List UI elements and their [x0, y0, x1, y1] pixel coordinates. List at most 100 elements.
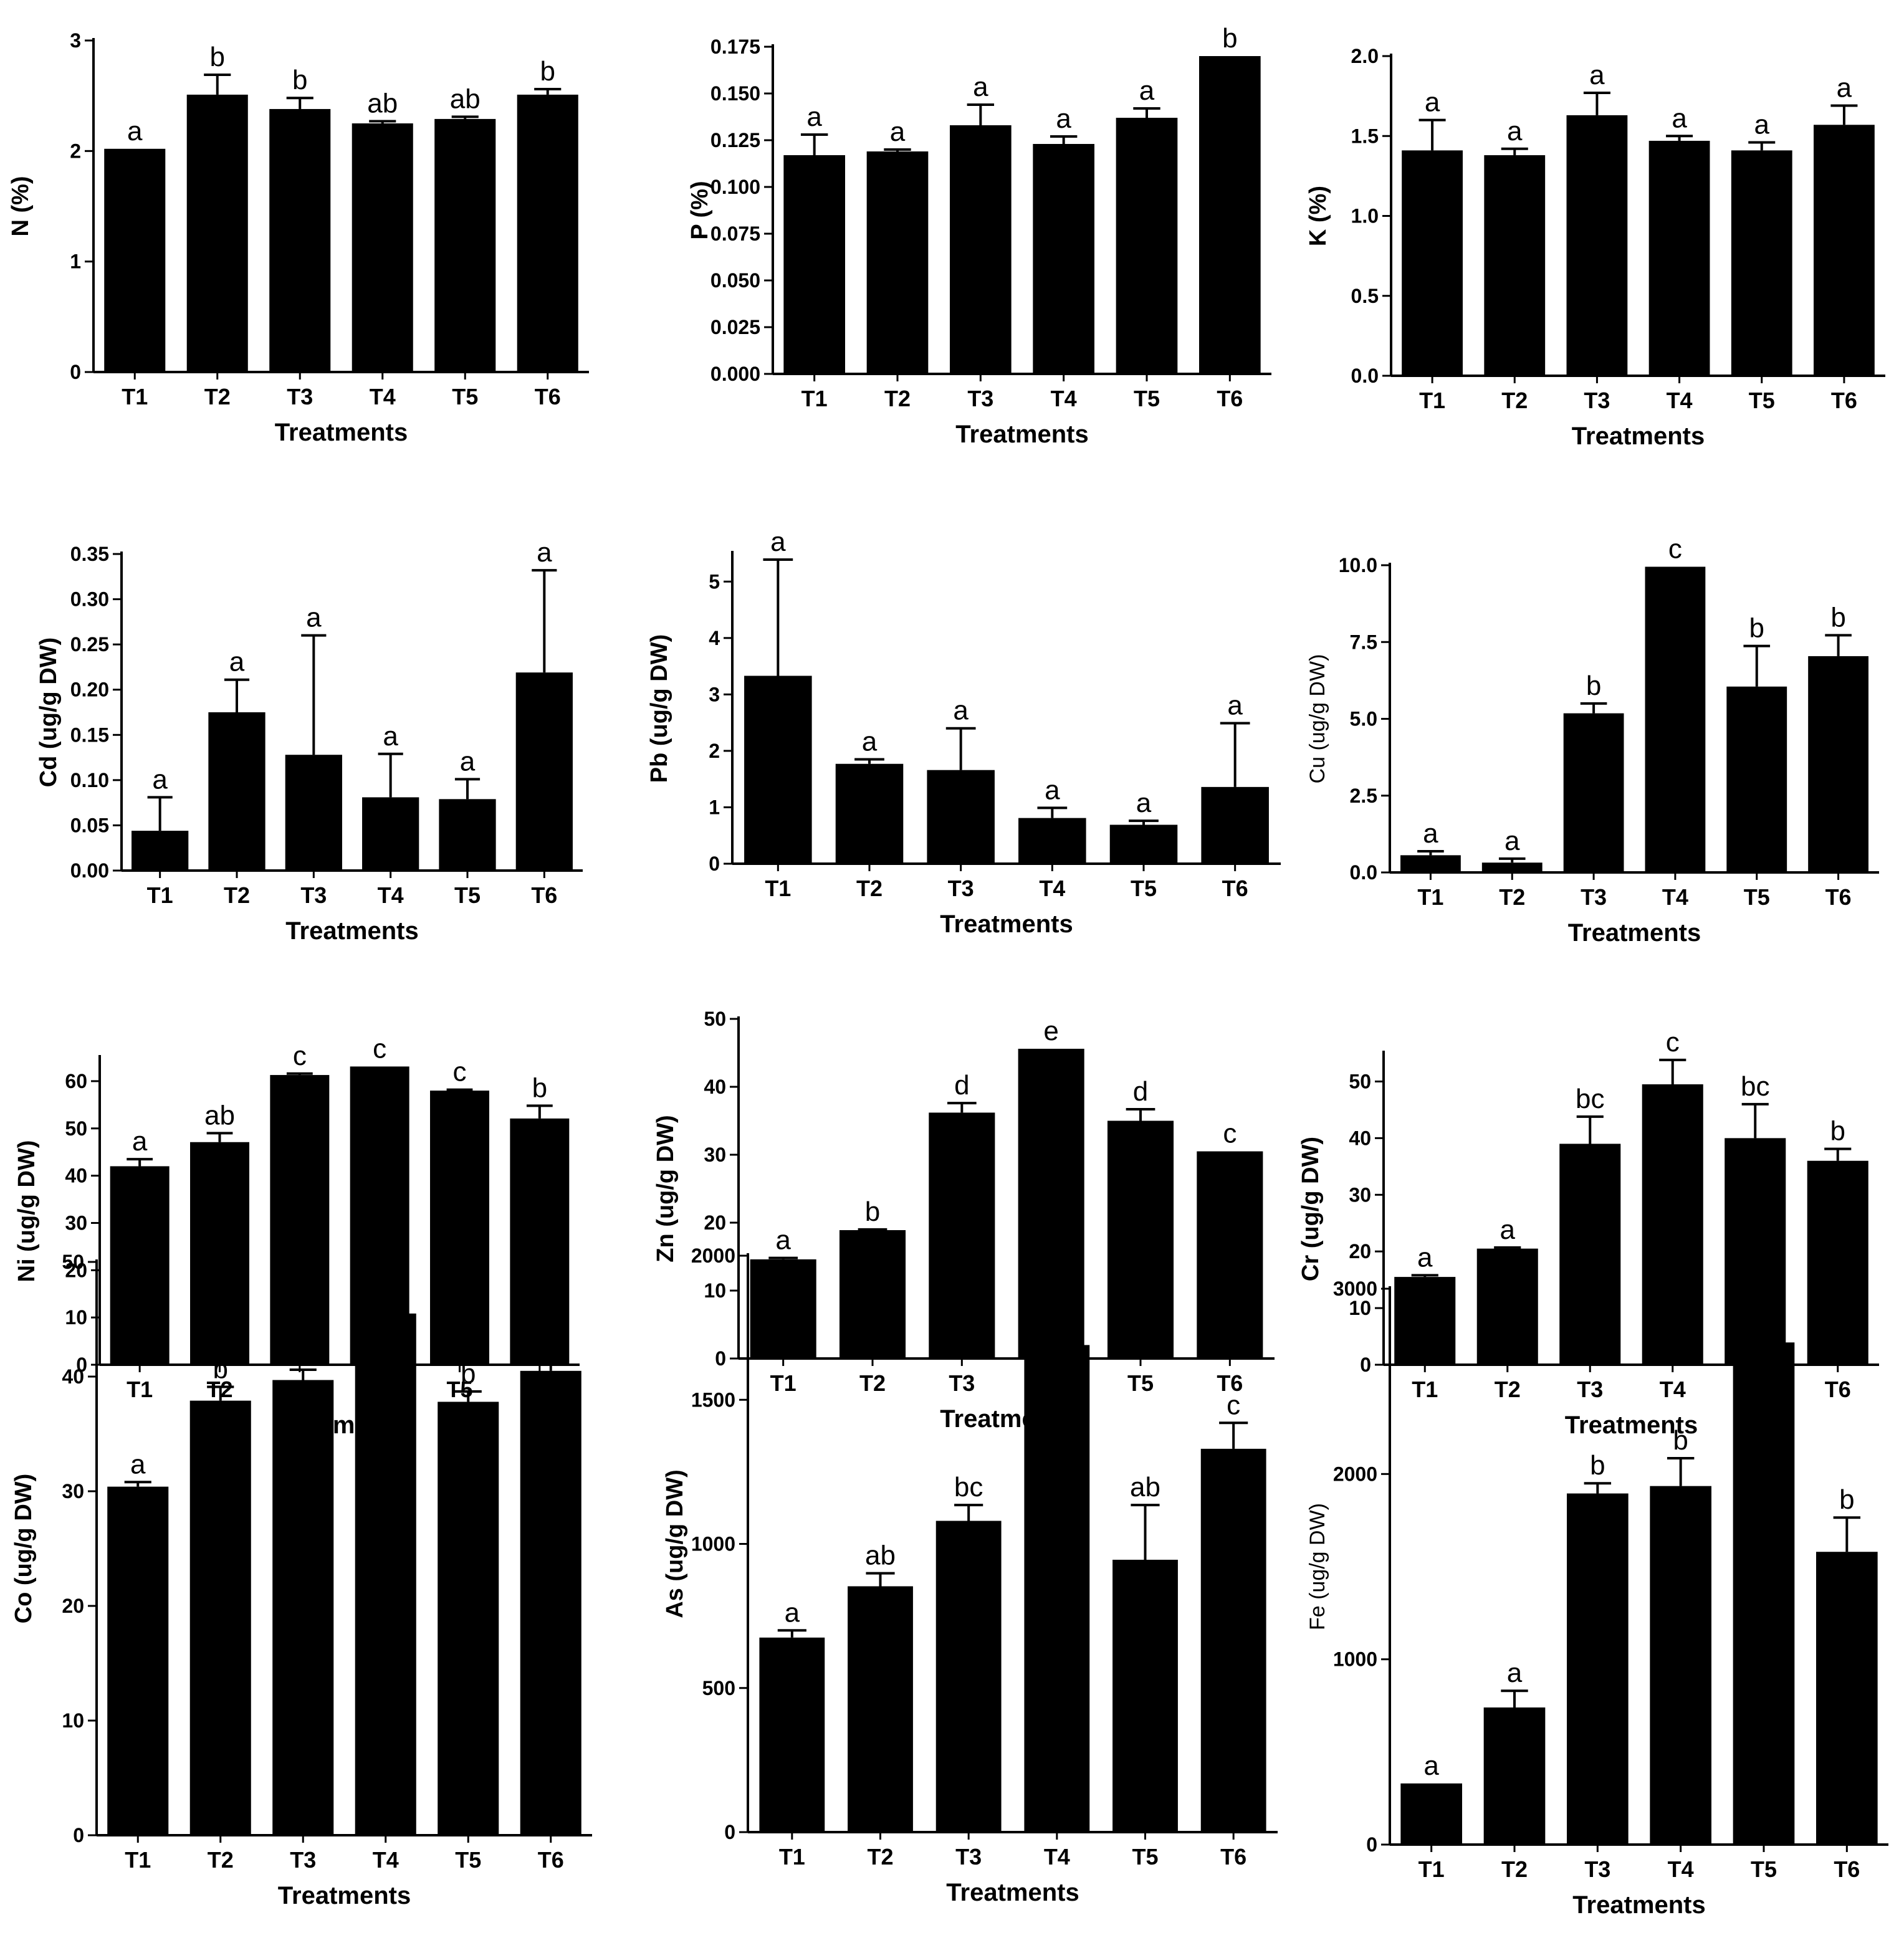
cd-bar-t4	[362, 797, 419, 871]
ni-significance-letter: ab	[204, 1100, 235, 1130]
k-y-tick-label: 0.0	[1351, 365, 1379, 387]
ni-bar-t5	[430, 1091, 489, 1365]
as-significance-letter: c	[1227, 1390, 1240, 1420]
as-significance-letter: ab	[1130, 1472, 1160, 1502]
fe-significance-letter: c	[1757, 1266, 1771, 1296]
n-category-label: T3	[287, 384, 313, 409]
cd-y-tick-label: 0.35	[70, 543, 109, 565]
zn-bar-t5	[1107, 1120, 1174, 1359]
as-category-label: T5	[1132, 1844, 1158, 1870]
k-significance-letter: a	[1507, 116, 1523, 146]
cd-bar-t3	[285, 755, 342, 871]
cu-bar-t2	[1481, 862, 1543, 872]
n-y-tick-label: 3	[70, 29, 81, 52]
cr-y-axis-title: Cr (ug/g DW)	[1298, 1137, 1324, 1281]
cd-significance-letter: a	[537, 537, 552, 568]
co-y-tick-label: 10	[62, 1709, 84, 1732]
ni-y-tick-label: 10	[65, 1306, 87, 1329]
p-category-label: T2	[884, 386, 911, 411]
ni-y-tick-label: 40	[65, 1165, 87, 1187]
zn-y-tick-label: 0	[715, 1347, 726, 1370]
cr-significance-letter: bc	[1741, 1071, 1769, 1102]
cu-significance-letter: b	[1749, 613, 1764, 644]
co-bar-t2	[189, 1400, 251, 1835]
pb-category-label: T5	[1131, 876, 1157, 901]
pb-significance-letter: a	[862, 726, 878, 757]
p-bar-t4	[1033, 144, 1094, 374]
panel-fe: 0 1000 2000 3000 a T1 a T2 b T3 b T4 c T5 b T6 Treatment…	[1306, 1266, 1888, 1919]
panel-p: 0.000 0.025 0.050 0.075 0.100 0.125 0.150 0.175…	[687, 23, 1271, 448]
as-x-axis-title: Treatments	[946, 1879, 1079, 1906]
as-category-label: T4	[1044, 1844, 1070, 1870]
ni-category-label: T1	[127, 1377, 153, 1402]
cu-significance-letter: c	[1668, 533, 1682, 564]
zn-category-label: T1	[770, 1370, 797, 1396]
cr-y-tick-label: 0	[1360, 1354, 1371, 1376]
fe-y-tick-label: 3000	[1333, 1277, 1377, 1300]
k-significance-letter: a	[1837, 73, 1852, 103]
as-y-axis-title: As (ug/g DW)	[662, 1469, 688, 1618]
p-y-tick-label: 0.050	[710, 269, 760, 292]
k-y-tick-label: 0.5	[1351, 285, 1379, 307]
as-y-tick-label: 2000	[691, 1244, 735, 1267]
fe-bar-t4	[1650, 1486, 1711, 1845]
k-y-axis-title: K (%)	[1305, 186, 1331, 246]
cu-bar-t4	[1645, 566, 1706, 872]
p-y-tick-label: 0.125	[710, 129, 760, 151]
pb-category-label: T4	[1039, 876, 1065, 901]
k-category-label: T3	[1584, 388, 1610, 413]
panel-pb: 0 1 2 3 4 5 a T1 a T2 a T3 a T4 a T5 a T6 Treatments Pb (ug…	[646, 527, 1281, 938]
p-category-label: T3	[967, 386, 993, 411]
k-bar-t1	[1402, 150, 1463, 376]
panel-as: 0500100015002000aT1abT2bcT3dT4abT5cT6Tre…	[662, 1244, 1278, 1906]
k-significance-letter: a	[1754, 110, 1770, 140]
cd-y-tick-label: 0.25	[70, 633, 109, 656]
as-y-tick-label: 1000	[691, 1533, 735, 1555]
fe-bar-t1	[1400, 1783, 1462, 1845]
co-category-label: T5	[455, 1847, 481, 1873]
as-category-label: T1	[779, 1844, 805, 1870]
n-category-label: T5	[452, 384, 478, 409]
zn-category-label: T6	[1217, 1370, 1243, 1396]
p-y-tick-label: 0.150	[710, 82, 760, 105]
pb-bar-t1	[744, 676, 812, 864]
co-category-label: T2	[208, 1847, 234, 1873]
n-bar-t2	[186, 94, 248, 373]
cu-category-label: T6	[1825, 884, 1852, 910]
fe-category-label: T3	[1584, 1856, 1610, 1882]
cd-bar-t1	[132, 831, 189, 871]
zn-bar-t2	[839, 1230, 906, 1359]
ni-y-tick-label: 20	[65, 1259, 87, 1281]
panel-co: 0 10 20 30 40 50 a T1 b T2 b T3 c T4 b T5 b T6 Treatments C…	[11, 1251, 592, 1909]
cr-y-tick-label: 50	[1349, 1070, 1371, 1092]
co-bar-t6	[520, 1370, 581, 1835]
p-x-axis-title: Treatments	[955, 421, 1088, 448]
cd-y-tick-label: 0.05	[70, 814, 109, 836]
cu-bar-t6	[1808, 656, 1868, 872]
as-category-label: T2	[867, 1844, 893, 1870]
co-category-label: T4	[373, 1847, 399, 1873]
k-category-label: T6	[1831, 388, 1857, 413]
cd-category-label: T1	[147, 882, 173, 908]
ni-y-axis-title: Ni (ug/g DW)	[14, 1140, 40, 1282]
cu-bar-t1	[1400, 855, 1461, 872]
as-significance-letter: a	[785, 1597, 800, 1628]
n-significance-letter: b	[210, 42, 225, 72]
ni-y-tick-label: 30	[65, 1211, 87, 1234]
cr-bar-t6	[1807, 1160, 1868, 1365]
fe-bar-t2	[1483, 1707, 1546, 1845]
pb-bar-t2	[835, 763, 904, 864]
zn-y-tick-label: 40	[704, 1076, 726, 1098]
cu-bar-t5	[1726, 686, 1787, 872]
cd-bar-t6	[515, 672, 573, 871]
as-significance-letter: d	[1050, 1279, 1064, 1309]
n-bar-t1	[104, 148, 166, 372]
pb-x-axis-title: Treatments	[940, 910, 1073, 938]
k-bar-t5	[1731, 150, 1792, 376]
cd-significance-letter: a	[383, 721, 398, 752]
n-significance-letter: ab	[367, 88, 398, 118]
cd-category-label: T4	[378, 882, 404, 908]
n-significance-letter: b	[292, 65, 307, 95]
panel-ni: 0102030405060aT1abT2cT3cT4cT5bT6Treatmen…	[14, 1033, 580, 1439]
